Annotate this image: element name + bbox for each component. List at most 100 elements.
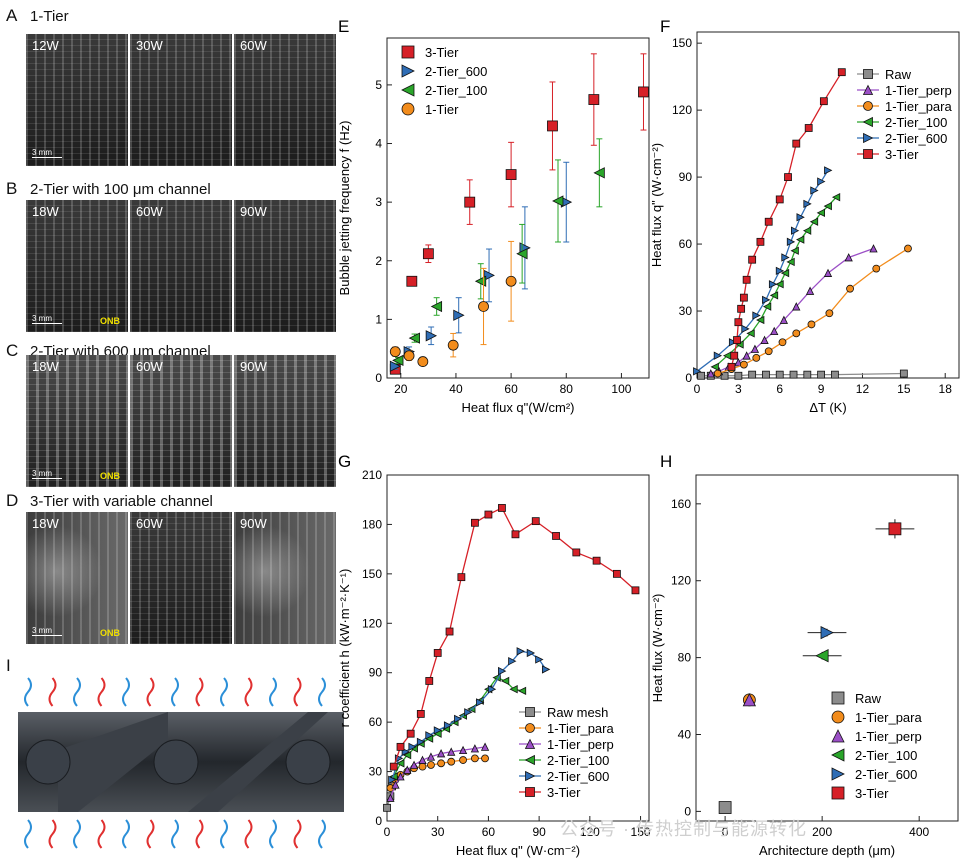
power-label: 60W xyxy=(136,204,163,219)
vapor-wave xyxy=(195,677,204,707)
data-point xyxy=(572,548,581,557)
legend-label: 2-Tier_100 xyxy=(547,753,609,768)
data-point xyxy=(796,213,805,222)
wire-section xyxy=(25,739,71,785)
legend-label: Raw xyxy=(855,691,882,706)
legend-marker xyxy=(524,738,536,749)
y-tick-label: 150 xyxy=(672,36,692,50)
data-point xyxy=(453,309,465,321)
legend-marker xyxy=(862,84,874,95)
data-point xyxy=(388,775,397,784)
data-point xyxy=(592,556,601,565)
data-point xyxy=(433,649,442,657)
micrograph-b3: 90W xyxy=(234,200,336,332)
data-point xyxy=(396,759,405,768)
legend-marker xyxy=(524,754,535,766)
series-3-tier xyxy=(389,504,640,771)
series-3-tier xyxy=(389,53,649,375)
vapor-wave xyxy=(318,819,326,849)
data-point xyxy=(817,370,826,379)
image-row-a: 12W 3 mm 30W 60W xyxy=(26,34,336,166)
data-point xyxy=(454,714,463,723)
x-tick-label: 30 xyxy=(431,825,445,839)
data-point xyxy=(733,336,741,344)
y-tick-label: 30 xyxy=(369,765,383,779)
panel-label-b: B xyxy=(6,179,18,198)
onb-label: ONB xyxy=(100,316,120,326)
vapor-wave xyxy=(171,819,179,849)
x-tick-label: 60 xyxy=(504,382,518,396)
plot-frame xyxy=(386,474,650,822)
data-point xyxy=(517,686,527,695)
power-label: 90W xyxy=(240,204,267,219)
legend-marker xyxy=(863,132,874,144)
panel-label-a: A xyxy=(6,6,18,25)
vapor-wave xyxy=(244,677,253,707)
panel-label-c: C xyxy=(6,341,19,360)
y-tick-label: 3 xyxy=(375,195,382,209)
y-axis-label: Bubble jetting frequency f (Hz) xyxy=(337,121,352,296)
data-point xyxy=(810,186,819,195)
y-tick-label: 2 xyxy=(375,254,382,268)
data-point xyxy=(820,625,834,640)
data-point xyxy=(638,86,649,98)
data-point xyxy=(817,177,826,186)
data-point xyxy=(770,326,779,336)
data-point xyxy=(750,344,760,353)
legend: Raw 1-Tier_para 1-Tier_perp 2-Tier_100 2-Tie… xyxy=(831,691,922,801)
legend-marker xyxy=(831,729,845,743)
power-label: 18W xyxy=(32,359,59,374)
legend-marker xyxy=(401,64,415,78)
data-point xyxy=(824,166,833,175)
image-row-b: 18W 3 mm ONB 60W 90W xyxy=(26,200,336,332)
data-point xyxy=(396,772,405,781)
data-point xyxy=(825,309,834,318)
wire-section xyxy=(153,739,199,785)
series-line xyxy=(701,372,904,377)
y-tick-label: 160 xyxy=(671,497,691,511)
legend: Raw1-Tier_perp1-Tier_para2-Tier_1002-Tie… xyxy=(857,67,952,162)
vapor-wave xyxy=(97,677,106,707)
legend-marker xyxy=(863,69,873,79)
data-point xyxy=(734,318,743,327)
series-2-tier-100 xyxy=(389,673,527,781)
data-point xyxy=(531,517,540,526)
data-point xyxy=(396,742,405,751)
x-tick-label: 40 xyxy=(449,382,463,396)
data-point xyxy=(426,752,436,761)
vapor-wave xyxy=(122,819,130,849)
y-tick-label: 1 xyxy=(375,312,382,326)
x-tick-label: 6 xyxy=(776,382,783,396)
vapor-wave xyxy=(73,819,81,849)
data-point xyxy=(727,362,736,371)
vapor-waves-bottom xyxy=(24,819,326,849)
panel-letter: H xyxy=(660,452,672,471)
data-point xyxy=(487,685,497,694)
data-point xyxy=(418,755,427,764)
data-point xyxy=(425,677,434,685)
x-axis-label: Heat flux q"(W/cm²) xyxy=(462,400,575,415)
x-tick-label: 18 xyxy=(939,382,953,396)
data-point xyxy=(498,666,507,676)
data-point xyxy=(756,237,765,246)
y-tick-label: 0 xyxy=(375,371,382,385)
vapor-wave xyxy=(97,819,106,849)
y-tick-label: 0 xyxy=(685,371,692,385)
series-2-tier-600 xyxy=(807,625,847,640)
data-point xyxy=(508,657,517,666)
data-point xyxy=(588,94,600,105)
data-point xyxy=(447,757,456,766)
scale-bar: 3 mm xyxy=(32,469,62,479)
x-tick-label: 20 xyxy=(394,382,408,396)
image-row-c: 18W 3 mm ONB 60W 90W xyxy=(26,355,336,487)
data-point xyxy=(470,518,479,527)
data-point xyxy=(792,302,801,311)
panel-title-b: 2-Tier with 100 μm channel xyxy=(30,181,211,198)
legend-marker xyxy=(525,770,536,782)
legend-marker xyxy=(831,786,845,800)
vapor-wave xyxy=(24,819,32,849)
x-tick-label: 3 xyxy=(735,382,742,396)
data-point xyxy=(406,729,415,738)
y-tick-label: 120 xyxy=(671,574,691,588)
series-1-tier xyxy=(389,240,517,367)
